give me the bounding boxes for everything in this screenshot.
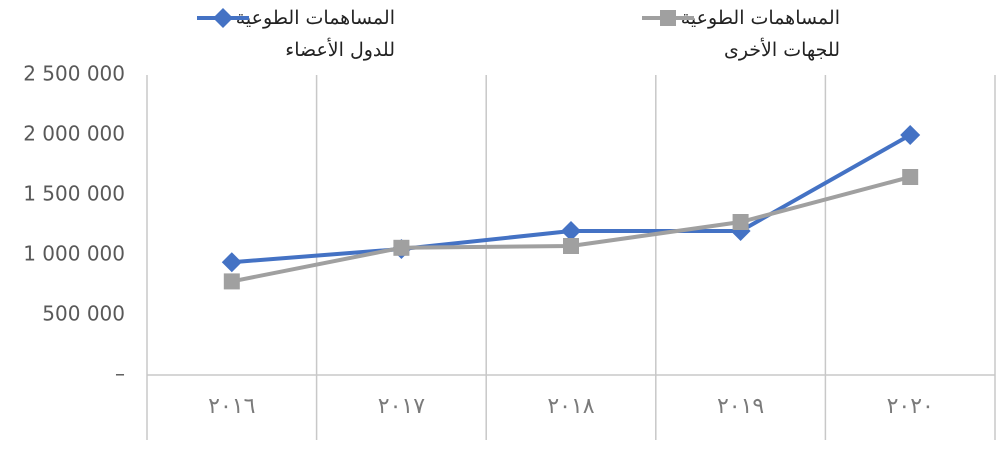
x-tick-label: ٢٠١٦: [208, 394, 255, 419]
data-point: [902, 169, 919, 185]
legend-item: المساهمات الطوعية للجهات الأخرى: [640, 2, 840, 66]
data-point: [732, 214, 749, 230]
legend-key: [642, 10, 694, 26]
data-point: [393, 239, 410, 256]
y-tick-label: 2 000 000: [23, 122, 125, 146]
data-point: [221, 252, 242, 273]
x-tick-label: ٢٠٢٠: [887, 394, 934, 419]
legend-marker: [213, 8, 233, 28]
legend-label: المساهمات الطوعية للدول الأعضاء: [235, 7, 395, 61]
y-tick-label: 1 000 000: [23, 242, 125, 266]
data-point: [561, 221, 581, 241]
legend-item: المساهمات الطوعية للدول الأعضاء: [195, 2, 395, 66]
legend-label: المساهمات الطوعية للجهات الأخرى: [680, 7, 840, 61]
data-point: [900, 125, 921, 145]
x-tick-label: ٢٠١٩: [717, 394, 764, 419]
data-point: [223, 273, 240, 290]
legend-marker: [660, 10, 676, 26]
y-tick-label: –: [115, 362, 125, 386]
x-tick-label: ٢٠١٧: [378, 394, 425, 419]
legend-key: [197, 8, 249, 28]
x-tick-label: ٢٠١٨: [547, 394, 594, 419]
y-tick-label: 2 500 000: [23, 62, 125, 86]
data-point: [563, 238, 579, 254]
y-tick-label: 1 500 000: [23, 182, 125, 206]
y-tick-label: 500 000: [42, 302, 125, 326]
